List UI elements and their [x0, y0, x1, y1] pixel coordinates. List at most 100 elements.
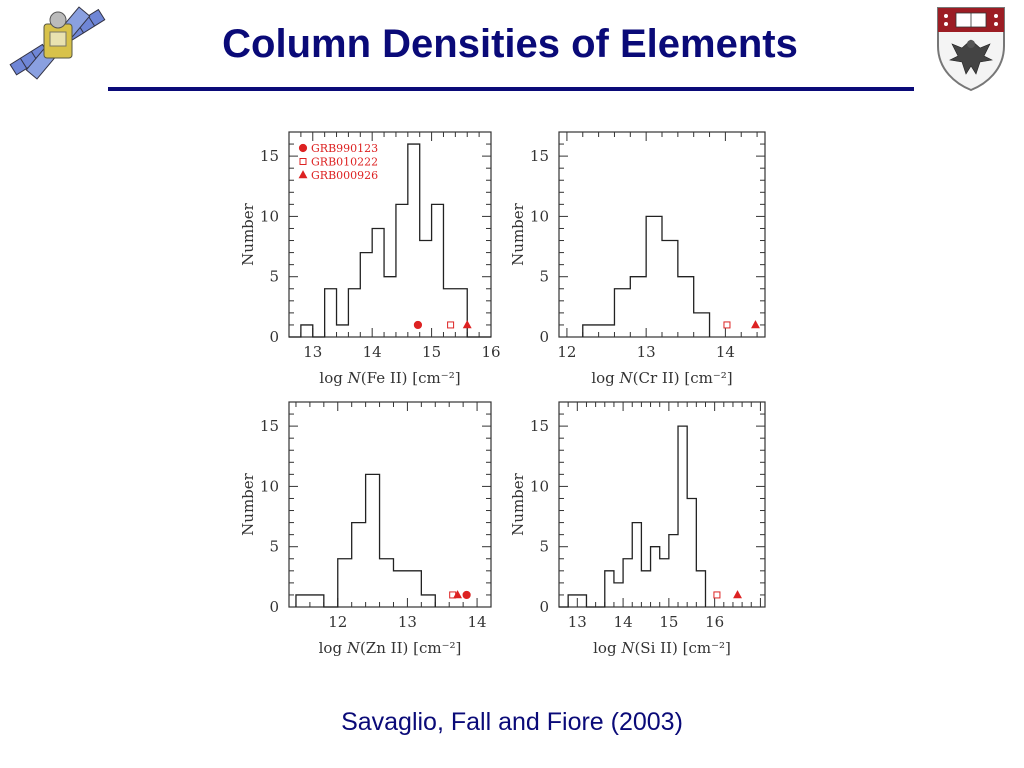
histogram-bin	[641, 571, 650, 607]
histogram-bin	[384, 277, 396, 337]
histogram-bin	[408, 144, 420, 337]
histogram-bin	[366, 474, 380, 607]
legend-entry-grb010222: GRB010222	[311, 156, 378, 169]
histogram-bin	[325, 289, 337, 337]
legend-marker	[298, 143, 308, 153]
y-tick-label: 5	[539, 538, 549, 556]
x-tick-label: 14	[716, 343, 735, 361]
y-tick-label: 10	[260, 477, 279, 495]
histogram-outline	[295, 473, 436, 608]
histogram-bin	[646, 216, 662, 337]
histogram-bin	[338, 559, 352, 607]
y-tick-label: 10	[260, 207, 279, 225]
y-tick-label: 5	[539, 268, 549, 286]
y-axis-label: Number	[239, 472, 257, 535]
y-tick-label: 0	[269, 328, 279, 346]
x-tick-label: 14	[363, 343, 382, 361]
histogram-outline	[559, 425, 707, 608]
y-tick-label: 15	[530, 417, 549, 435]
histogram-bin	[678, 426, 687, 607]
x-tick-label: 16	[705, 613, 724, 631]
grb-marker-grb990123	[413, 320, 423, 330]
x-axis-label: log N(Cr II) [cm⁻²]	[591, 369, 732, 387]
histogram-bin	[630, 277, 646, 337]
x-axis-label: log N(Fe II) [cm⁻²]	[319, 369, 460, 387]
x-tick-label: 15	[422, 343, 441, 361]
grb-marker-grb010222	[723, 321, 731, 329]
x-tick-label: 13	[568, 613, 587, 631]
histogram-bin	[455, 289, 467, 337]
histogram-bin	[696, 571, 705, 607]
histogram-bin	[372, 228, 384, 337]
title-divider	[108, 87, 914, 91]
x-tick-label: 13	[398, 613, 417, 631]
histogram-bin	[568, 595, 586, 607]
grb-marker-grb990123	[462, 590, 471, 600]
legend-marker	[298, 170, 308, 179]
histogram-bin	[310, 595, 324, 607]
histogram-bin	[360, 253, 372, 337]
x-tick-label: 15	[659, 613, 678, 631]
histogram-bin	[614, 289, 630, 337]
y-axis-label: Number	[239, 202, 257, 265]
histogram-panel-2: 12 13 14 0 5 10 15 Number log N(Cr II) [cm⁻²]	[509, 131, 766, 387]
y-tick-label: 15	[530, 147, 549, 165]
histogram-bin	[393, 571, 407, 607]
histogram-bin	[678, 277, 694, 337]
histogram-bin	[662, 241, 678, 337]
histogram-bin	[605, 571, 614, 607]
histogram-bin	[348, 289, 360, 337]
histogram-bin	[651, 547, 660, 607]
x-tick-label: 12	[557, 343, 576, 361]
slide-title: Column Densities of Elements	[222, 22, 798, 66]
plot-frame	[288, 131, 492, 338]
legend-entry-grb990123: GRB990123	[311, 142, 378, 155]
histogram-bin	[420, 241, 432, 337]
histogram-panel-1: 13 14 15 16 0 5 10 15 Number log N(Fe II) [cm⁻²] G…	[239, 131, 501, 387]
x-tick-label: 14	[468, 613, 487, 631]
histogram-bin	[599, 325, 615, 337]
histogram-bin	[614, 583, 623, 607]
y-tick-label: 15	[260, 147, 279, 165]
histogram-bin	[660, 559, 669, 607]
y-tick-label: 15	[260, 417, 279, 435]
y-axis-label: Number	[509, 202, 527, 265]
x-tick-label: 16	[481, 343, 500, 361]
histogram-bin	[687, 498, 696, 607]
plot-frame	[558, 401, 766, 608]
grb-marker-grb000926	[733, 590, 742, 599]
histogram-bin	[669, 535, 678, 607]
histogram-bin	[694, 313, 710, 337]
histogram-bin	[623, 559, 632, 607]
university-crest-icon	[937, 7, 1005, 92]
satellite-icon	[9, 6, 106, 80]
grb-marker-grb010222	[447, 321, 455, 329]
y-tick-label: 5	[269, 538, 279, 556]
histogram-bin	[583, 325, 599, 337]
histogram-panel-4: 13 14 15 16 0 5 10 15 Number log N(Si II) [cm⁻²]	[509, 401, 766, 657]
histogram-bin	[301, 325, 313, 337]
y-tick-label: 0	[539, 598, 549, 616]
x-tick-label: 14	[614, 613, 633, 631]
y-tick-label: 10	[530, 207, 549, 225]
x-tick-label: 13	[637, 343, 656, 361]
y-tick-label: 0	[269, 598, 279, 616]
histogram-bin	[296, 595, 310, 607]
histogram-bin	[396, 204, 408, 337]
histogram-outline	[582, 215, 711, 337]
histogram-outline	[289, 143, 491, 338]
histogram-bin	[407, 571, 421, 607]
histogram-bin	[632, 523, 641, 607]
histogram-panel-3: 12 13 14 0 5 10 15 Number log N(Zn II) [cm⁻²]	[239, 401, 492, 657]
plot-frame	[288, 401, 492, 608]
grb-marker-grb000926	[751, 320, 760, 329]
histogram-bin	[352, 523, 366, 607]
citation-caption: Savaglio, Fall and Fiore (2003)	[341, 708, 683, 736]
grb-marker-grb010222	[713, 591, 721, 599]
x-tick-label: 13	[303, 343, 322, 361]
grb-marker-grb000926	[453, 590, 463, 599]
y-tick-label: 5	[269, 268, 279, 286]
x-axis-label: log N(Zn II) [cm⁻²]	[319, 639, 462, 657]
histogram-bin	[421, 595, 435, 607]
